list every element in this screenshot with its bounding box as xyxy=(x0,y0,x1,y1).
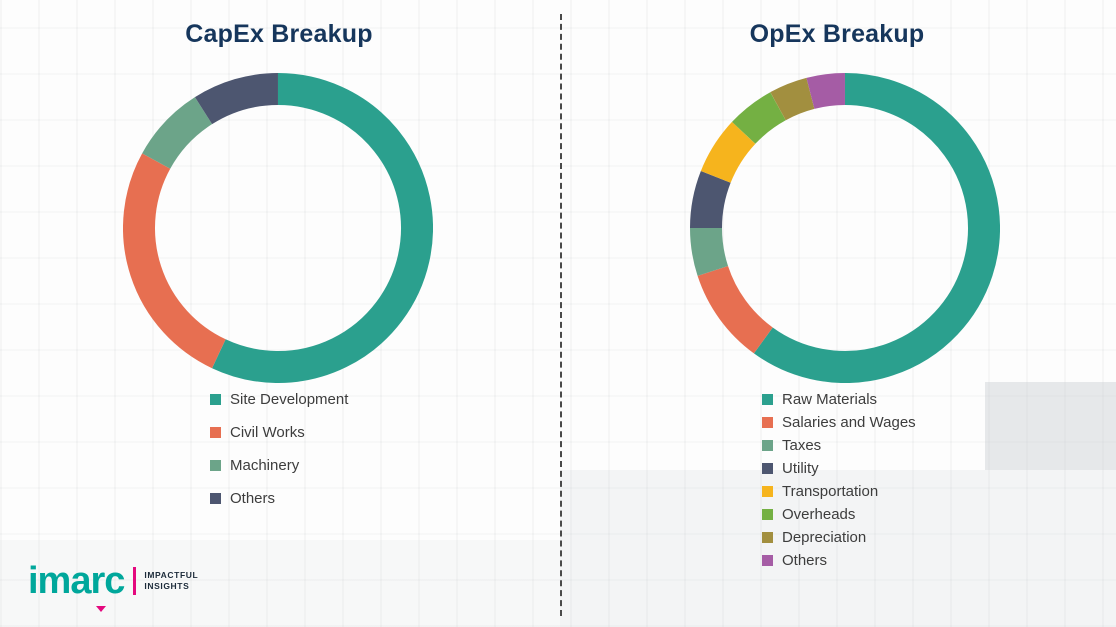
legend-swatch xyxy=(210,427,221,438)
legend-swatch xyxy=(762,486,773,497)
divider-dashed-line xyxy=(560,14,562,616)
capex-chart-title: CapEx Breakup xyxy=(185,20,373,48)
legend-item: Transportation xyxy=(762,482,916,501)
legend-label: Overheads xyxy=(782,506,856,523)
donut-segment-others xyxy=(806,73,846,109)
legend-label: Transportation xyxy=(782,483,879,500)
legend-label: Utility xyxy=(782,460,819,477)
legend-item: Machinery xyxy=(210,456,348,475)
legend-item: Others xyxy=(210,489,348,508)
legend-item: Taxes xyxy=(762,436,916,455)
legend-label: Depreciation xyxy=(782,529,867,546)
logo-tagline: IMPACTFUL INSIGHTS xyxy=(144,570,198,593)
legend-label: Raw Materials xyxy=(782,391,878,408)
legend-swatch xyxy=(210,460,221,471)
donut-segment-machinery xyxy=(142,97,213,170)
legend-item: Salaries and Wages xyxy=(762,413,916,432)
legend-item: Overheads xyxy=(762,505,916,524)
legend-label: Civil Works xyxy=(230,424,305,441)
background-block xyxy=(985,382,1116,470)
donut-segment-overheads xyxy=(732,92,787,145)
logo-brand-text: imarc xyxy=(28,560,125,602)
logo-tagline-line1: IMPACTFUL xyxy=(144,569,199,580)
legend-swatch xyxy=(762,555,773,566)
legend-label: Site Development xyxy=(230,391,349,408)
legend-swatch xyxy=(762,440,773,451)
legend-item: Raw Materials xyxy=(762,390,916,409)
legend-swatch xyxy=(762,509,773,520)
legend-label: Machinery xyxy=(230,457,300,474)
legend-swatch xyxy=(762,463,773,474)
donut-segment-civil-works xyxy=(123,153,226,369)
legend-label: Others xyxy=(230,490,276,507)
donut-segment-transportation xyxy=(700,121,756,184)
legend-label: Others xyxy=(782,552,828,569)
legend-item: Depreciation xyxy=(762,528,916,547)
capex-legend: Site Development Civil Works Machinery Othe… xyxy=(210,390,348,522)
opex-donut-chart xyxy=(690,73,1000,383)
legend-item: Others xyxy=(762,551,916,570)
donut-segment-depreciation xyxy=(770,77,815,121)
capex-donut-chart xyxy=(123,73,433,383)
donut-segment-salaries-and-wages xyxy=(697,265,774,354)
donut-segment-taxes xyxy=(690,227,729,276)
donut-segment-others xyxy=(194,73,279,125)
legend-label: Salaries and Wages xyxy=(782,414,916,431)
opex-legend: Raw Materials Salaries and Wages Taxes Util… xyxy=(762,390,916,574)
legend-label: Taxes xyxy=(782,437,822,454)
legend-item: Civil Works xyxy=(210,423,348,442)
legend-swatch xyxy=(762,417,773,428)
legend-swatch xyxy=(210,394,221,405)
logo-divider-bar xyxy=(133,567,137,595)
logo-accent-mark xyxy=(96,606,106,612)
opex-chart-title: OpEx Breakup xyxy=(749,20,925,48)
legend-swatch xyxy=(762,394,773,405)
donut-segment-site-development xyxy=(212,73,433,383)
legend-item: Site Development xyxy=(210,390,348,409)
imarc-logo: imarc IMPACTFUL INSIGHTS xyxy=(28,560,198,612)
legend-swatch xyxy=(762,532,773,543)
donut-segment-utility xyxy=(690,170,731,229)
donut-segment-raw-materials xyxy=(753,73,1000,383)
legend-item: Utility xyxy=(762,459,916,478)
logo-tagline-line2: INSIGHTS xyxy=(144,581,190,591)
legend-swatch xyxy=(210,493,221,504)
